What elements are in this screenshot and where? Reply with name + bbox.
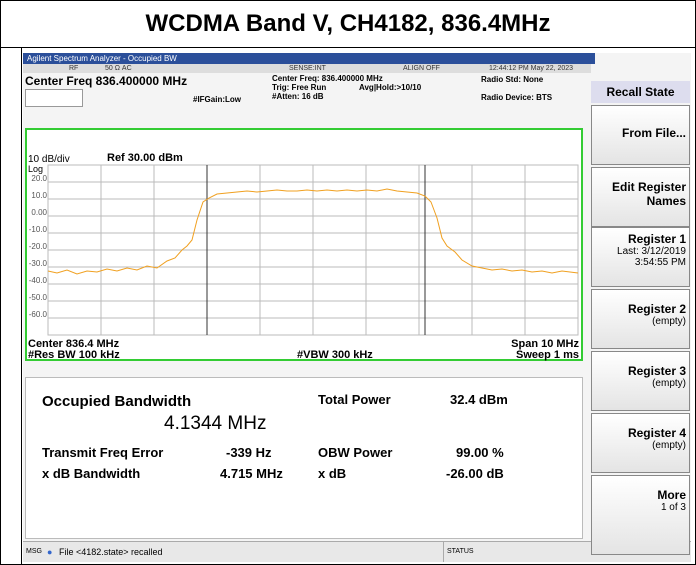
softkey-label: Register 3 [627,364,686,378]
softkey-label: Register 1 [627,232,686,246]
log: Log [28,164,44,174]
center-freq: Center Freq 836.400000 MHz [25,74,188,88]
rbw: #Res BW 100 kHz [28,349,120,361]
align: ALIGN OFF [403,65,440,72]
status-row: RF 50 Ω AC SENSE:INT ALIGN OFF 12:44:12 … [23,64,591,73]
msg: MSG [26,548,42,555]
softkey[interactable]: Register 2 (empty) [591,289,690,349]
y-label: -40.0 [28,276,47,285]
obw-power: 99.00 % [456,445,504,460]
freq-error: -339 Hz [226,445,272,460]
softkey-label: From File... [621,126,686,140]
results: Occupied Bandwidth 4.1344 MHz Total Powe… [25,377,583,539]
softkey-label: (empty) [652,440,686,451]
softkey[interactable]: Register 4 (empty) [591,413,690,473]
xdb-bw: 4.715 MHz [220,466,283,481]
xdb-label: x dB [318,466,347,481]
window-title: Agilent Spectrum Analyzer - Occupied BW [23,53,595,64]
softkey[interactable]: More 1 of 3 [591,475,690,555]
center: Center 836.4 MHz [28,338,120,350]
message: File <4182.state> recalled [59,547,163,557]
time: 12:44:12 PM May 22, 2023 [489,65,574,72]
y-label: -50.0 [28,293,47,302]
obw-label: Occupied Bandwidth [42,393,192,410]
y-label: -30.0 [28,259,47,268]
softkey-label: Register 4 [627,426,686,440]
trace [47,188,579,275]
xdb: -26.00 dB [446,466,504,481]
softkey-label: Edit Register [611,180,686,194]
softkey-header: Recall State [591,81,690,103]
grid [47,164,579,336]
softkey-label: (empty) [652,316,686,327]
input-box [25,89,83,107]
radio-std: Radio Std: None [481,75,544,84]
status: STATUS [443,542,474,562]
screen: Agilent Spectrum Analyzer - Occupied BW … [23,53,691,562]
y-label: 10.0 [31,191,47,200]
info-icon: ● [47,547,53,557]
softkey[interactable]: From File... [591,105,690,165]
scale: 10 dB/div [28,154,70,165]
trig: Trig: Free Run [272,83,327,92]
freq-error-label: Transmit Freq Error [42,445,164,460]
softkey[interactable]: Register 3 (empty) [591,351,690,411]
softkey[interactable]: Edit Register Names [591,167,690,227]
vbw: #VBW 300 kHz [297,349,373,361]
status-bar: MSG ● File <4182.state> recalled STATUS [23,541,691,562]
span: Span 10 MHz [511,338,579,350]
softkey-label: Names [646,194,686,208]
sweep: Sweep 1 ms [516,349,579,361]
graph: 10 dB/div Ref 30.00 dBm Log 20.0 10.0 0.00… [25,128,583,361]
divider [21,47,22,564]
ifgain: #IFGain:Low [193,95,241,104]
y-label: -20.0 [28,242,47,251]
input: 50 Ω AC [105,65,132,72]
softkey[interactable]: Register 1 Last: 3/12/2019 3:54:55 PM [591,227,690,287]
atten: #Atten: 16 dB [272,92,324,101]
softkey-label: (empty) [652,378,686,389]
total-power-label: Total Power [318,392,391,407]
y-label: -60.0 [28,310,47,319]
obw-value: 4.1344 MHz [164,413,267,434]
avg: Avg|Hold:>10/10 [359,83,422,92]
plot [47,164,579,336]
y-label: -10.0 [28,225,47,234]
center-freq-2: Center Freq: 836.400000 MHz [272,74,383,83]
softkey-label: 1 of 3 [660,502,686,513]
softkey-label: 3:54:55 PM [634,257,686,268]
softkey-label: Last: 3/12/2019 [617,246,686,257]
rf: RF [69,65,79,72]
sense: SENSE:INT [289,65,326,72]
xdb-bw-label: x dB Bandwidth [42,466,141,481]
softkey-label: More [657,488,686,502]
page-title: WCDMA Band V, CH4182, 836.4MHz [1,1,695,48]
y-label: 0.00 [31,208,47,217]
y-label: 20.0 [31,174,47,183]
ref-level: Ref 30.00 dBm [107,152,183,164]
total-power: 32.4 dBm [450,392,508,407]
radio-device: Radio Device: BTS [481,93,553,102]
softkey-label: Register 2 [627,302,686,316]
y-labels: 20.0 10.0 0.00 -10.0 -20.0 -30.0 -40.0 -50.0 -60… [27,170,47,323]
obw-power-label: OBW Power [318,445,393,460]
